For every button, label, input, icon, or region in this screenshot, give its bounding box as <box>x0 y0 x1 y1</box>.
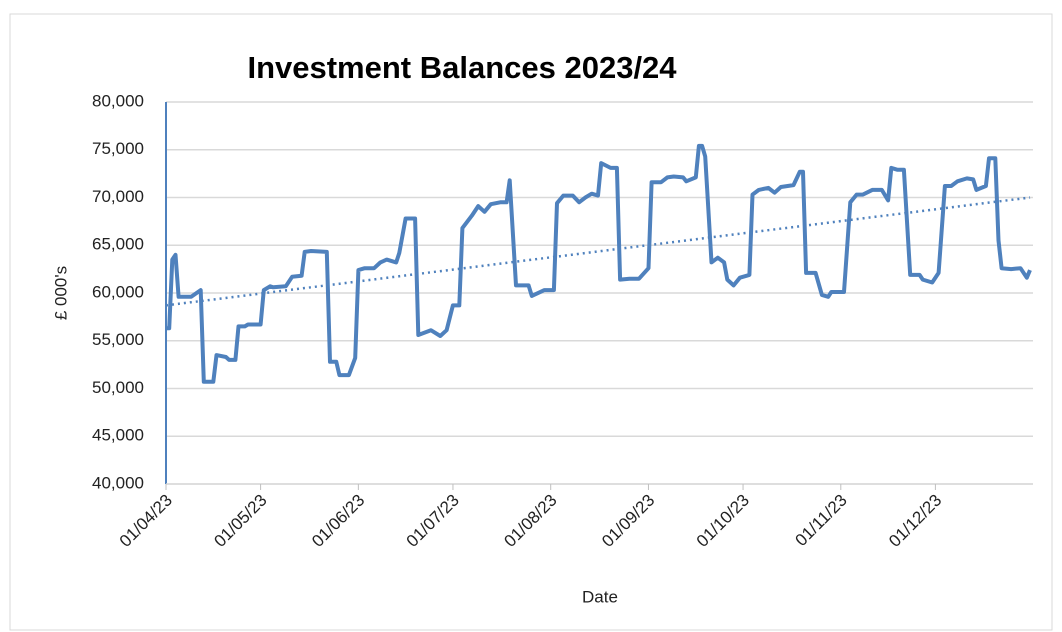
y-tick-label: 50,000 <box>92 378 144 397</box>
chart-frame <box>9 13 1053 631</box>
y-axis-label: £ 000's <box>51 266 70 320</box>
y-tick-label: 55,000 <box>92 330 144 349</box>
y-tick-label: 65,000 <box>92 235 144 254</box>
y-tick-label: 70,000 <box>92 187 144 206</box>
chart-title: Investment Balances 2023/24 <box>247 50 677 85</box>
data-line <box>166 143 1032 384</box>
y-tick-label: 60,000 <box>92 282 144 301</box>
y-tick-label: 40,000 <box>92 473 144 492</box>
y-tick-label: 75,000 <box>92 139 144 158</box>
y-tick-label: 45,000 <box>92 426 144 445</box>
x-axis-label: Date <box>582 587 618 606</box>
trendline <box>165 196 1031 307</box>
y-tick-label: 80,000 <box>92 91 144 110</box>
